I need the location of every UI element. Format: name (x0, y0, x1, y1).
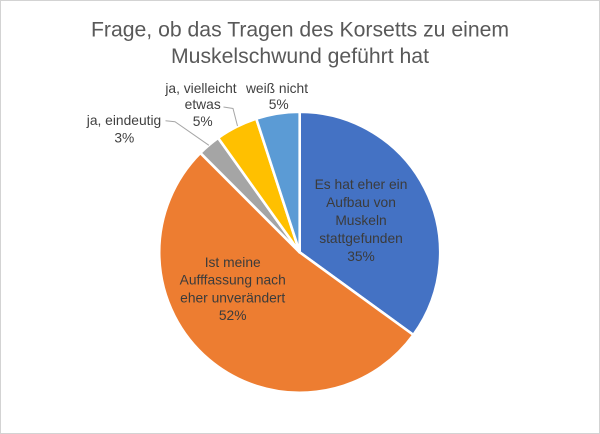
svg-text:Muskeln: Muskeln (335, 213, 386, 228)
svg-text:weiß nicht: weiß nicht (245, 81, 308, 96)
svg-text:3%: 3% (114, 131, 134, 146)
svg-text:ja, eindeutig: ja, eindeutig (86, 113, 161, 128)
svg-text:5%: 5% (193, 114, 213, 129)
svg-text:52%: 52% (219, 308, 247, 323)
svg-text:5%: 5% (269, 97, 289, 112)
svg-text:eher unverändert: eher unverändert (180, 290, 285, 305)
svg-text:Frage, ob das Tragen des Korse: Frage, ob das Tragen des Korsetts zu ein… (91, 18, 509, 41)
svg-text:ja, vielleicht: ja, vielleicht (164, 81, 236, 96)
svg-text:etwas: etwas (185, 97, 221, 112)
svg-text:Es hat eher ein: Es hat eher ein (315, 177, 408, 192)
svg-text:Muskelschwund geführt hat: Muskelschwund geführt hat (171, 45, 429, 68)
svg-text:Aufffassung nach: Aufffassung nach (180, 273, 286, 288)
svg-text:35%: 35% (347, 249, 375, 264)
svg-text:Ist meine: Ist meine (205, 255, 261, 270)
svg-text:Aufbau von: Aufbau von (326, 195, 396, 210)
svg-text:stattgefunden: stattgefunden (319, 231, 403, 246)
